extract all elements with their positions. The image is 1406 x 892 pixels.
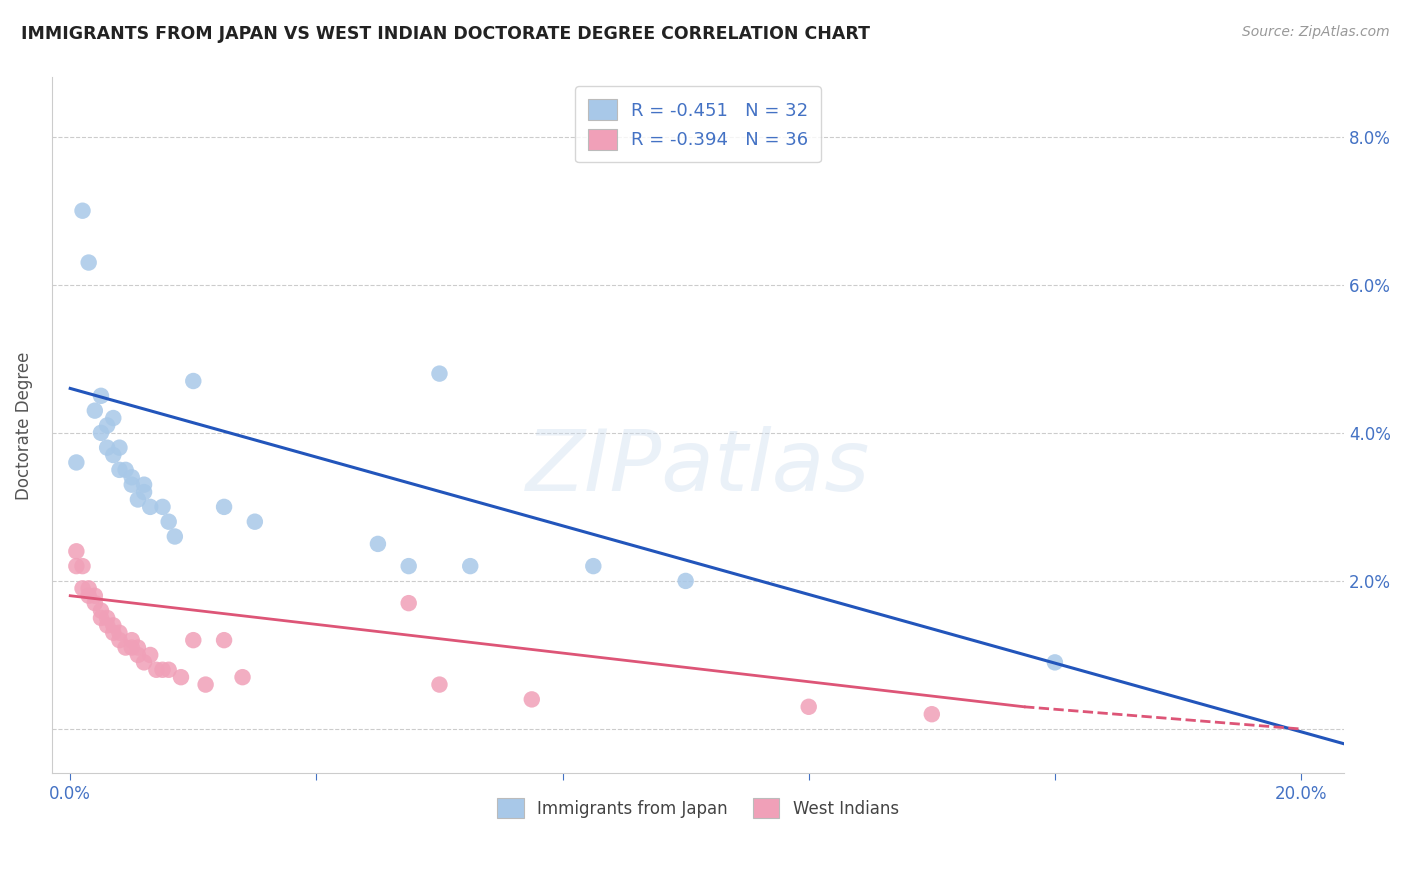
- Point: [157, 515, 180, 529]
- Point: [90, 389, 112, 403]
- Point: [96, 611, 118, 625]
- Point: [181, 374, 204, 388]
- Point: [65, 544, 87, 558]
- Text: Source: ZipAtlas.com: Source: ZipAtlas.com: [1241, 25, 1389, 39]
- Point: [139, 648, 162, 662]
- Point: [90, 611, 112, 625]
- Point: [145, 663, 167, 677]
- Point: [96, 418, 118, 433]
- Point: [96, 441, 118, 455]
- Point: [103, 618, 125, 632]
- Point: [96, 618, 118, 632]
- Point: [132, 485, 155, 500]
- Point: [121, 470, 143, 484]
- Point: [398, 596, 420, 610]
- Point: [675, 574, 697, 588]
- Point: [83, 589, 105, 603]
- Point: [1043, 656, 1066, 670]
- Point: [83, 403, 105, 417]
- Point: [114, 640, 136, 655]
- Point: [921, 707, 943, 722]
- Point: [429, 677, 451, 691]
- Point: [212, 633, 235, 648]
- Point: [103, 448, 125, 462]
- Point: [127, 640, 149, 655]
- Point: [108, 463, 131, 477]
- Point: [127, 648, 149, 662]
- Point: [132, 477, 155, 491]
- Point: [65, 559, 87, 574]
- Point: [121, 640, 143, 655]
- Point: [77, 589, 100, 603]
- Point: [458, 559, 481, 574]
- Point: [65, 455, 87, 469]
- Point: [212, 500, 235, 514]
- Point: [77, 582, 100, 596]
- Y-axis label: Doctorate Degree: Doctorate Degree: [15, 351, 32, 500]
- Point: [520, 692, 543, 706]
- Point: [797, 699, 820, 714]
- Point: [103, 411, 125, 425]
- Point: [194, 677, 217, 691]
- Point: [90, 603, 112, 617]
- Point: [398, 559, 420, 574]
- Point: [181, 633, 204, 648]
- Point: [121, 633, 143, 648]
- Point: [108, 441, 131, 455]
- Point: [139, 500, 162, 514]
- Point: [127, 492, 149, 507]
- Point: [367, 537, 389, 551]
- Text: ZIPatlas: ZIPatlas: [526, 425, 870, 508]
- Point: [170, 670, 193, 684]
- Point: [103, 625, 125, 640]
- Point: [243, 515, 266, 529]
- Point: [72, 203, 94, 218]
- Point: [114, 463, 136, 477]
- Point: [152, 663, 174, 677]
- Point: [582, 559, 605, 574]
- Point: [72, 559, 94, 574]
- Point: [157, 663, 180, 677]
- Point: [231, 670, 253, 684]
- Legend: Immigrants from Japan, West Indians: Immigrants from Japan, West Indians: [491, 792, 905, 824]
- Point: [429, 367, 451, 381]
- Point: [108, 633, 131, 648]
- Point: [77, 255, 100, 269]
- Point: [90, 425, 112, 440]
- Point: [152, 500, 174, 514]
- Point: [163, 529, 186, 543]
- Point: [108, 625, 131, 640]
- Text: IMMIGRANTS FROM JAPAN VS WEST INDIAN DOCTORATE DEGREE CORRELATION CHART: IMMIGRANTS FROM JAPAN VS WEST INDIAN DOC…: [21, 25, 870, 43]
- Point: [72, 582, 94, 596]
- Point: [132, 656, 155, 670]
- Point: [121, 477, 143, 491]
- Point: [83, 596, 105, 610]
